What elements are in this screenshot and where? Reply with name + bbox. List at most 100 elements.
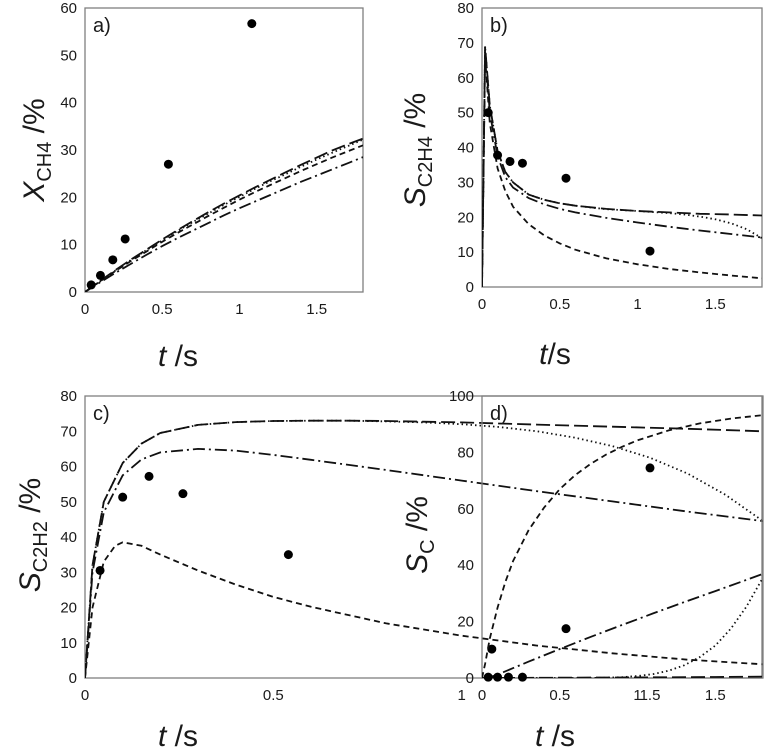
x-axis-title: t /s	[158, 720, 198, 751]
data-point	[120, 234, 130, 244]
x-tick-label: 1	[633, 687, 641, 704]
series-line-longdash	[85, 137, 363, 292]
y-tick-label: 40	[457, 557, 474, 574]
series-line-dot	[482, 46, 762, 287]
y-axis-title: SC /%	[401, 496, 439, 574]
x-tick-label: 0	[478, 687, 486, 704]
x-tick-label: 1.5	[640, 687, 661, 704]
y-tick-label: 50	[60, 494, 77, 511]
y-tick-label: 0	[69, 670, 77, 687]
y-tick-label: 20	[60, 600, 77, 617]
series-line-dash	[85, 541, 763, 678]
y-axis-title: XCH4 /%	[18, 98, 56, 202]
x-tick-label: 0.5	[152, 301, 173, 318]
panel-label: d)	[490, 403, 508, 425]
data-point	[483, 108, 493, 118]
y-tick-label: 50	[60, 47, 77, 64]
x-tick-label: 1	[633, 296, 641, 313]
data-point	[144, 471, 154, 481]
data-point	[517, 672, 527, 682]
y-tick-label: 70	[457, 35, 474, 52]
y-tick-label: 60	[60, 459, 77, 476]
y-tick-label: 40	[457, 140, 474, 157]
data-point	[645, 463, 655, 473]
x-axis-title: t /s	[535, 720, 575, 751]
series-line-dashdot	[482, 573, 762, 678]
plot-frame	[84, 7, 364, 293]
x-tick-label: 1.5	[306, 301, 327, 318]
panel-label: c)	[93, 403, 110, 425]
data-point	[118, 492, 128, 502]
series-line-dashdot	[85, 156, 363, 292]
data-point	[86, 280, 96, 290]
y-tick-label: 60	[457, 501, 474, 518]
y-tick-label: 10	[60, 237, 77, 254]
data-point	[283, 550, 293, 560]
y-tick-label: 30	[457, 174, 474, 191]
chart-panel-1: 0 10 20 30 40 50 60 0 0.5 1 1.5 a) t /s XCH4 /%	[18, 0, 364, 373]
x-tick-label: 1	[235, 301, 243, 318]
data-point	[108, 255, 118, 265]
y-axis-title: SC2H2 /%	[14, 478, 52, 593]
series-line-dashdot	[482, 49, 762, 287]
x-tick-label: 0.5	[549, 687, 570, 704]
y-tick-label: 20	[457, 614, 474, 631]
plot-frame	[481, 395, 763, 679]
y-tick-label: 0	[466, 670, 474, 687]
y-tick-label: 20	[60, 189, 77, 206]
plot-frame	[84, 395, 764, 679]
x-tick-label: 1.5	[705, 296, 726, 313]
y-tick-label: 80	[457, 444, 474, 461]
x-tick-label: 1.5	[705, 687, 726, 704]
y-tick-label: 10	[457, 244, 474, 261]
data-point	[493, 672, 503, 682]
y-tick-label: 60	[457, 70, 474, 87]
y-tick-label: 70	[60, 423, 77, 440]
y-axis-title: SC2H4 /%	[399, 93, 437, 208]
y-tick-label: 80	[60, 388, 77, 405]
series-line-dash	[482, 56, 762, 287]
x-tick-label: 0.5	[549, 296, 570, 313]
data-point	[505, 156, 515, 166]
data-point	[561, 624, 571, 634]
chart-panel-2: 0 10 20 30 40 50 60 70 80 0 0.5 1 1.5 b) t/s SC2H4 /%	[399, 0, 763, 371]
data-point	[95, 565, 105, 575]
data-point	[561, 173, 571, 183]
data-point	[645, 246, 655, 256]
y-tick-label: 40	[60, 529, 77, 546]
data-point	[517, 158, 527, 168]
x-tick-label: 0	[478, 296, 486, 313]
x-tick-label: 0.5	[263, 687, 284, 704]
series-line-longdash	[482, 675, 762, 678]
y-tick-label: 60	[60, 0, 77, 17]
series-line-dash	[85, 144, 363, 292]
y-tick-label: 10	[60, 635, 77, 652]
series-line-dashdot	[85, 447, 763, 678]
data-point	[247, 19, 257, 29]
y-tick-label: 80	[457, 0, 474, 17]
data-point	[163, 159, 173, 169]
data-point	[178, 489, 188, 499]
x-tick-label: 1	[457, 687, 465, 704]
y-tick-label: 30	[60, 564, 77, 581]
series-line-dash	[482, 414, 762, 678]
plot-frame	[481, 7, 763, 288]
data-point	[503, 672, 513, 682]
y-tick-label: 40	[60, 95, 77, 112]
x-axis-title: t /s	[158, 340, 198, 373]
y-tick-label: 50	[457, 105, 474, 122]
y-tick-label: 100	[449, 388, 474, 405]
y-tick-label: 30	[60, 142, 77, 159]
panel-label: b)	[490, 15, 508, 37]
y-tick-label: 0	[69, 284, 77, 301]
x-tick-label: 0	[81, 301, 89, 318]
x-tick-label: 0	[81, 687, 89, 704]
data-point	[95, 270, 105, 280]
y-tick-label: 0	[466, 279, 474, 296]
series-line-longdash	[85, 419, 763, 678]
data-point	[483, 672, 493, 682]
data-point	[487, 644, 497, 654]
